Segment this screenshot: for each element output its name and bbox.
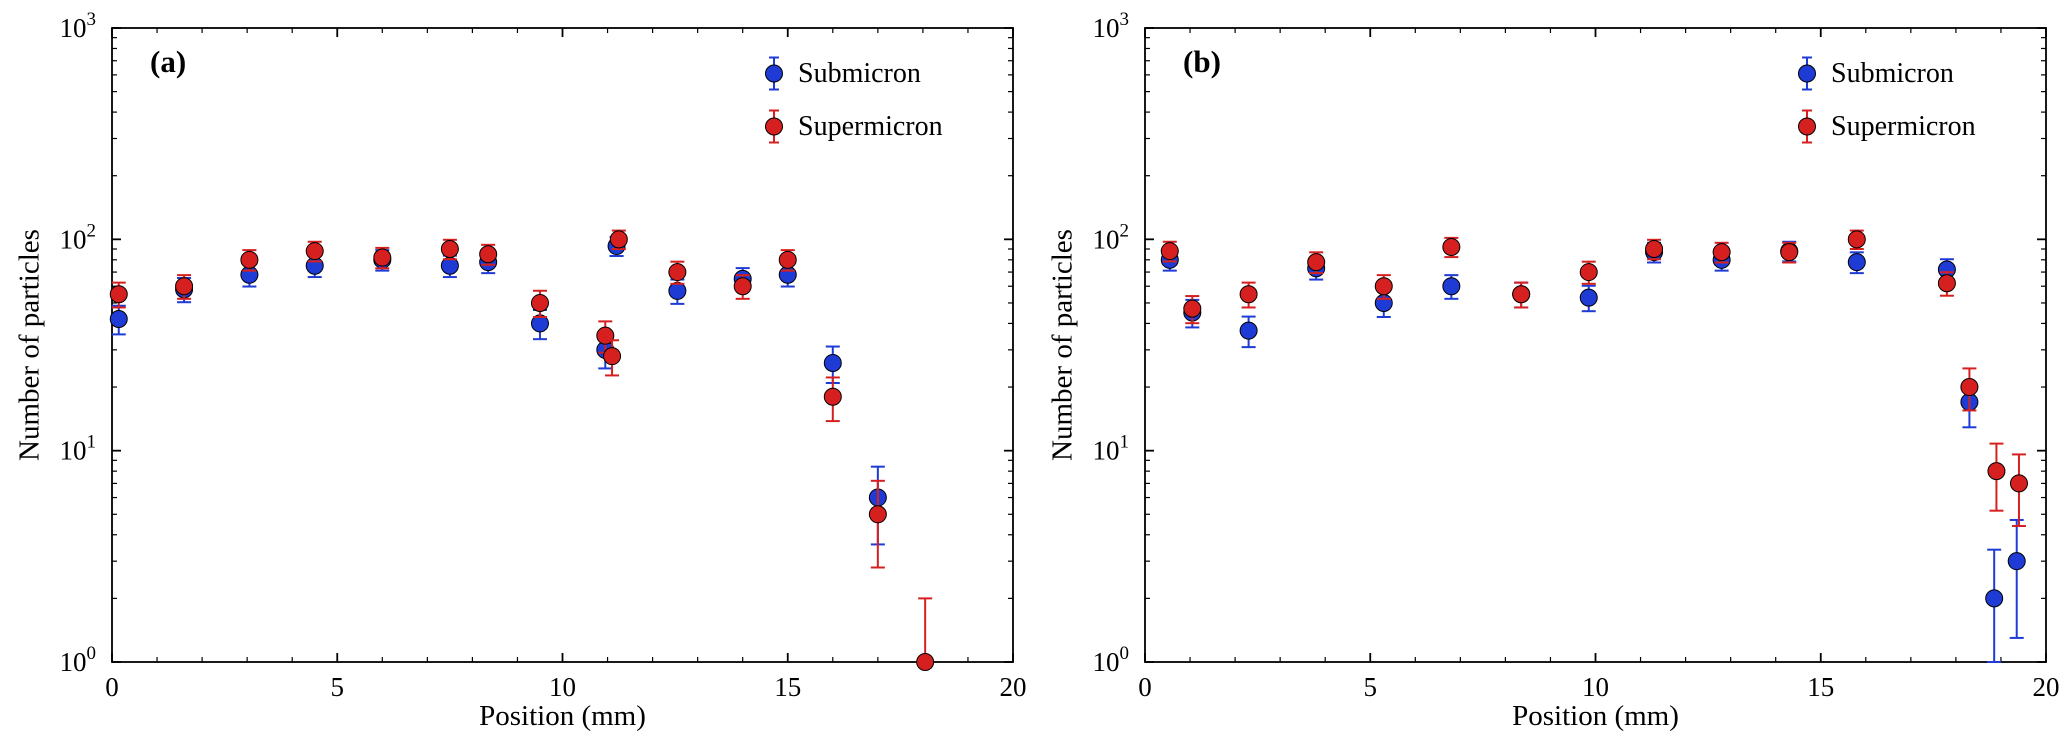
x-tick-label: 0 [1138,672,1152,702]
x-tick-label: 10 [549,672,576,702]
data-point [1183,299,1202,318]
panel-a: 0 5 10 15 20 100 101 102 103 Number of particles… [0,0,1033,750]
legend-entry-submicron: Submicron [1831,47,1976,100]
data-point [1307,253,1326,272]
legend-marker-supermicron [1798,117,1816,136]
y-axis-label: Number of particles [13,229,46,461]
data-point [668,263,687,282]
data-point [1442,237,1461,256]
data-point [1780,243,1799,262]
data-point [1239,321,1258,340]
data-point [916,653,935,671]
panel-label: (a) [150,44,187,79]
data-point [1645,240,1664,259]
data-point [1985,589,2004,608]
data-point [109,309,128,328]
y-axis-label: Number of particles [1046,229,1079,461]
data-point [668,281,687,300]
data-point [1512,285,1531,304]
data-point [1579,288,1598,307]
legend-label-supermicron: Supermicron [798,110,943,142]
x-tick-label: 5 [331,672,345,702]
y-tick-label: 102 [1093,220,1130,254]
data-point [1987,462,2006,481]
x-tick-label: 20 [1000,672,1027,702]
x-tick-label: 20 [2033,672,2060,702]
data-point [479,245,498,264]
data-point [240,250,259,269]
x-tick-label: 0 [105,672,119,702]
data-point [603,347,622,366]
x-tick-label: 15 [774,672,801,702]
legend-markers [765,56,783,144]
x-axis-ticks: 0 5 10 15 20 [1138,28,2060,702]
data-point [373,248,392,267]
panel-b: 0 5 10 15 20 100 101 102 103 Number of particles… [1033,0,2066,750]
series-supermicron [1160,229,2028,528]
y-tick-label: 103 [1093,9,1130,43]
y-tick-label: 101 [60,432,97,466]
data-point [1960,378,1979,397]
legend-label-supermicron: Supermicron [1831,110,1976,142]
y-tick-label: 102 [60,220,97,254]
data-point [1847,230,1866,249]
data-point [109,285,128,304]
x-axis-label: Position (mm) [479,700,646,732]
data-point [2007,552,2026,571]
data-point [823,353,842,372]
data-point [1442,277,1461,296]
legend-entry-supermicron: Supermicron [1831,100,1976,153]
legend-entry-submicron: Submicron [798,47,943,100]
data-point [1374,277,1393,296]
data-point [1712,243,1731,262]
data-point [733,277,752,296]
legend: Submicron Supermicron [798,47,943,153]
data-point [305,242,324,261]
data-point [530,293,549,312]
plot-area-b: 0 5 10 15 20 100 101 102 103 [1093,9,2060,702]
data-point [2009,474,2028,493]
data-point [1937,274,1956,293]
legend-label-submicron: Submicron [798,57,921,89]
data-point [1847,253,1866,272]
legend-entry-supermicron: Supermicron [798,100,943,153]
y-tick-label: 100 [60,643,97,677]
data-point [440,240,459,259]
data-point [868,505,887,524]
legend: Submicron Supermicron [1831,47,1976,153]
legend-marker-submicron [765,64,783,83]
x-axis-ticks: 0 5 10 15 20 [105,28,1027,702]
series-supermicron [109,229,935,671]
x-tick-label: 10 [1582,672,1609,702]
y-tick-label: 101 [1093,432,1130,466]
data-point [175,277,194,296]
data-point [1239,285,1258,304]
x-axis-label: Position (mm) [1512,700,1679,732]
data-point [1579,263,1598,282]
data-point [823,387,842,406]
x-tick-label: 5 [1364,672,1378,702]
data-point [609,230,628,249]
y-tick-label: 100 [1093,643,1130,677]
series-submicron [1160,240,2026,663]
plot-area-a: 0 5 10 15 20 100 101 102 103 [60,9,1027,702]
y-tick-label: 103 [60,9,97,43]
series-submicron [109,235,887,546]
data-point [1160,242,1179,261]
panel-label: (b) [1183,44,1221,79]
x-tick-label: 15 [1807,672,1834,702]
legend-markers [1798,56,1816,144]
legend-label-submicron: Submicron [1831,57,1954,89]
legend-marker-supermicron [765,117,783,136]
data-point [778,250,797,269]
legend-marker-submicron [1798,64,1816,83]
